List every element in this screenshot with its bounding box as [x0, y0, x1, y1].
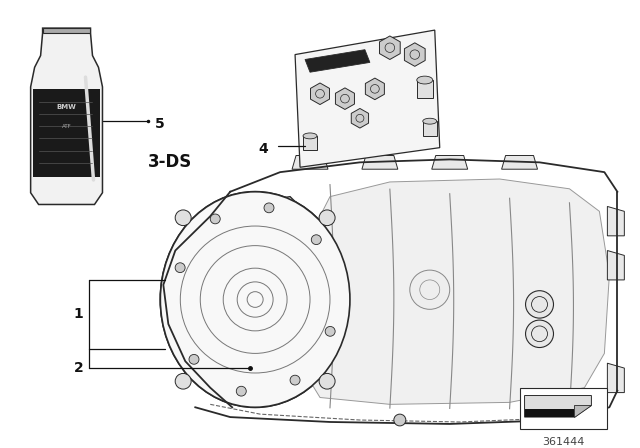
Circle shape — [250, 199, 260, 209]
Circle shape — [209, 377, 220, 387]
Bar — [303, 136, 317, 150]
Polygon shape — [305, 179, 609, 405]
Polygon shape — [362, 155, 398, 169]
Circle shape — [189, 354, 199, 364]
Circle shape — [179, 342, 189, 352]
Circle shape — [250, 390, 260, 400]
Polygon shape — [607, 250, 625, 280]
Circle shape — [210, 214, 220, 224]
Circle shape — [209, 212, 220, 222]
Circle shape — [311, 235, 321, 245]
Polygon shape — [607, 207, 625, 236]
Text: BMW: BMW — [56, 103, 77, 109]
Text: 2: 2 — [74, 361, 83, 375]
Ellipse shape — [161, 192, 350, 407]
Circle shape — [291, 212, 301, 222]
Text: 4: 4 — [259, 142, 268, 155]
Bar — [33, 89, 100, 177]
Circle shape — [410, 270, 450, 309]
Polygon shape — [432, 155, 468, 169]
Polygon shape — [365, 78, 385, 99]
Polygon shape — [31, 28, 102, 204]
Polygon shape — [380, 36, 400, 60]
Polygon shape — [305, 50, 370, 72]
Circle shape — [175, 263, 185, 272]
Text: 3-DS: 3-DS — [148, 153, 193, 171]
Polygon shape — [351, 108, 369, 128]
Circle shape — [319, 374, 335, 389]
Bar — [520, 388, 607, 429]
Polygon shape — [575, 405, 591, 417]
Circle shape — [179, 247, 189, 257]
Circle shape — [525, 291, 554, 318]
Circle shape — [321, 342, 331, 352]
Circle shape — [325, 327, 335, 336]
Polygon shape — [502, 155, 538, 169]
Polygon shape — [170, 197, 318, 397]
Polygon shape — [43, 28, 90, 33]
Polygon shape — [525, 396, 591, 417]
Bar — [525, 409, 575, 417]
Polygon shape — [310, 83, 330, 104]
Ellipse shape — [303, 133, 317, 139]
Circle shape — [319, 210, 335, 226]
Polygon shape — [404, 43, 425, 66]
Circle shape — [264, 203, 274, 213]
Polygon shape — [335, 88, 355, 109]
Circle shape — [175, 210, 191, 226]
Circle shape — [394, 414, 406, 426]
Bar — [423, 121, 436, 136]
Ellipse shape — [417, 76, 433, 84]
Circle shape — [525, 320, 554, 348]
Circle shape — [332, 295, 342, 304]
Circle shape — [175, 374, 191, 389]
Ellipse shape — [423, 118, 436, 124]
Polygon shape — [607, 363, 625, 392]
Text: 5: 5 — [156, 117, 165, 131]
Ellipse shape — [161, 192, 350, 407]
Circle shape — [168, 295, 179, 304]
Circle shape — [291, 377, 301, 387]
Text: ATF: ATF — [61, 124, 72, 129]
Circle shape — [290, 375, 300, 385]
Circle shape — [321, 247, 331, 257]
Circle shape — [236, 386, 246, 396]
Text: 1: 1 — [74, 307, 83, 321]
Text: 361444: 361444 — [542, 437, 585, 447]
Polygon shape — [292, 155, 328, 169]
Polygon shape — [295, 30, 440, 167]
Bar — [417, 80, 433, 98]
